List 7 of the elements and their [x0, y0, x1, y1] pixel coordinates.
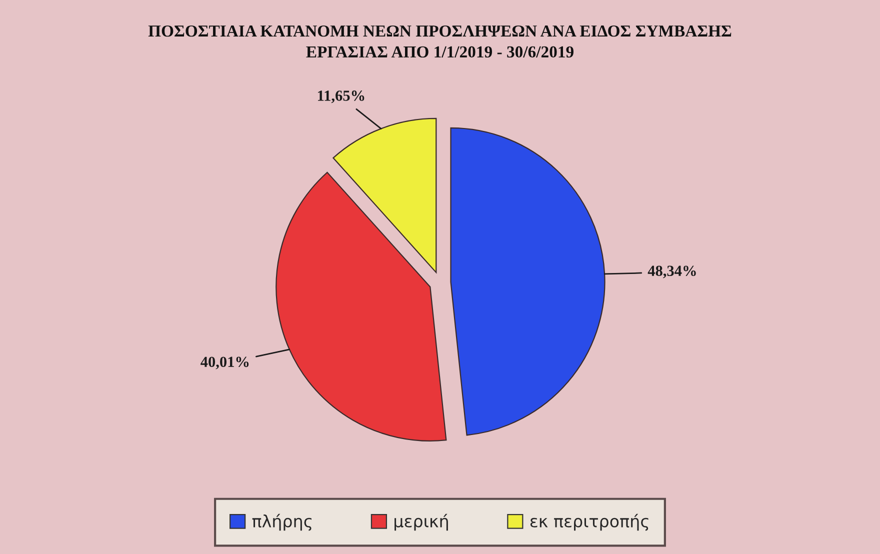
data-label: 48,34% [648, 266, 696, 278]
legend-label: μερική [394, 514, 448, 531]
data-label: 40,01% [200, 356, 249, 370]
chart-title: ΠΟΣΟΣΤΙΑΙΑ ΚΑΤΑΝΟΜΗ ΝΕΩΝ ΠΡΟΣΛΗΨΕΩΝ ΑΝΑ ΕΙΔΟΣ ΣΥΜΒΑΣΗΣ ΕΡΓΑΣΙΑΣ ΑΠΟ 1/1/2019 - 30/6/2019 [148, 25, 732, 58]
data-label: 11,65% [318, 90, 364, 104]
legend-label: εκ περιτροπής [530, 514, 648, 531]
legend-label: πλήρης [252, 514, 312, 531]
